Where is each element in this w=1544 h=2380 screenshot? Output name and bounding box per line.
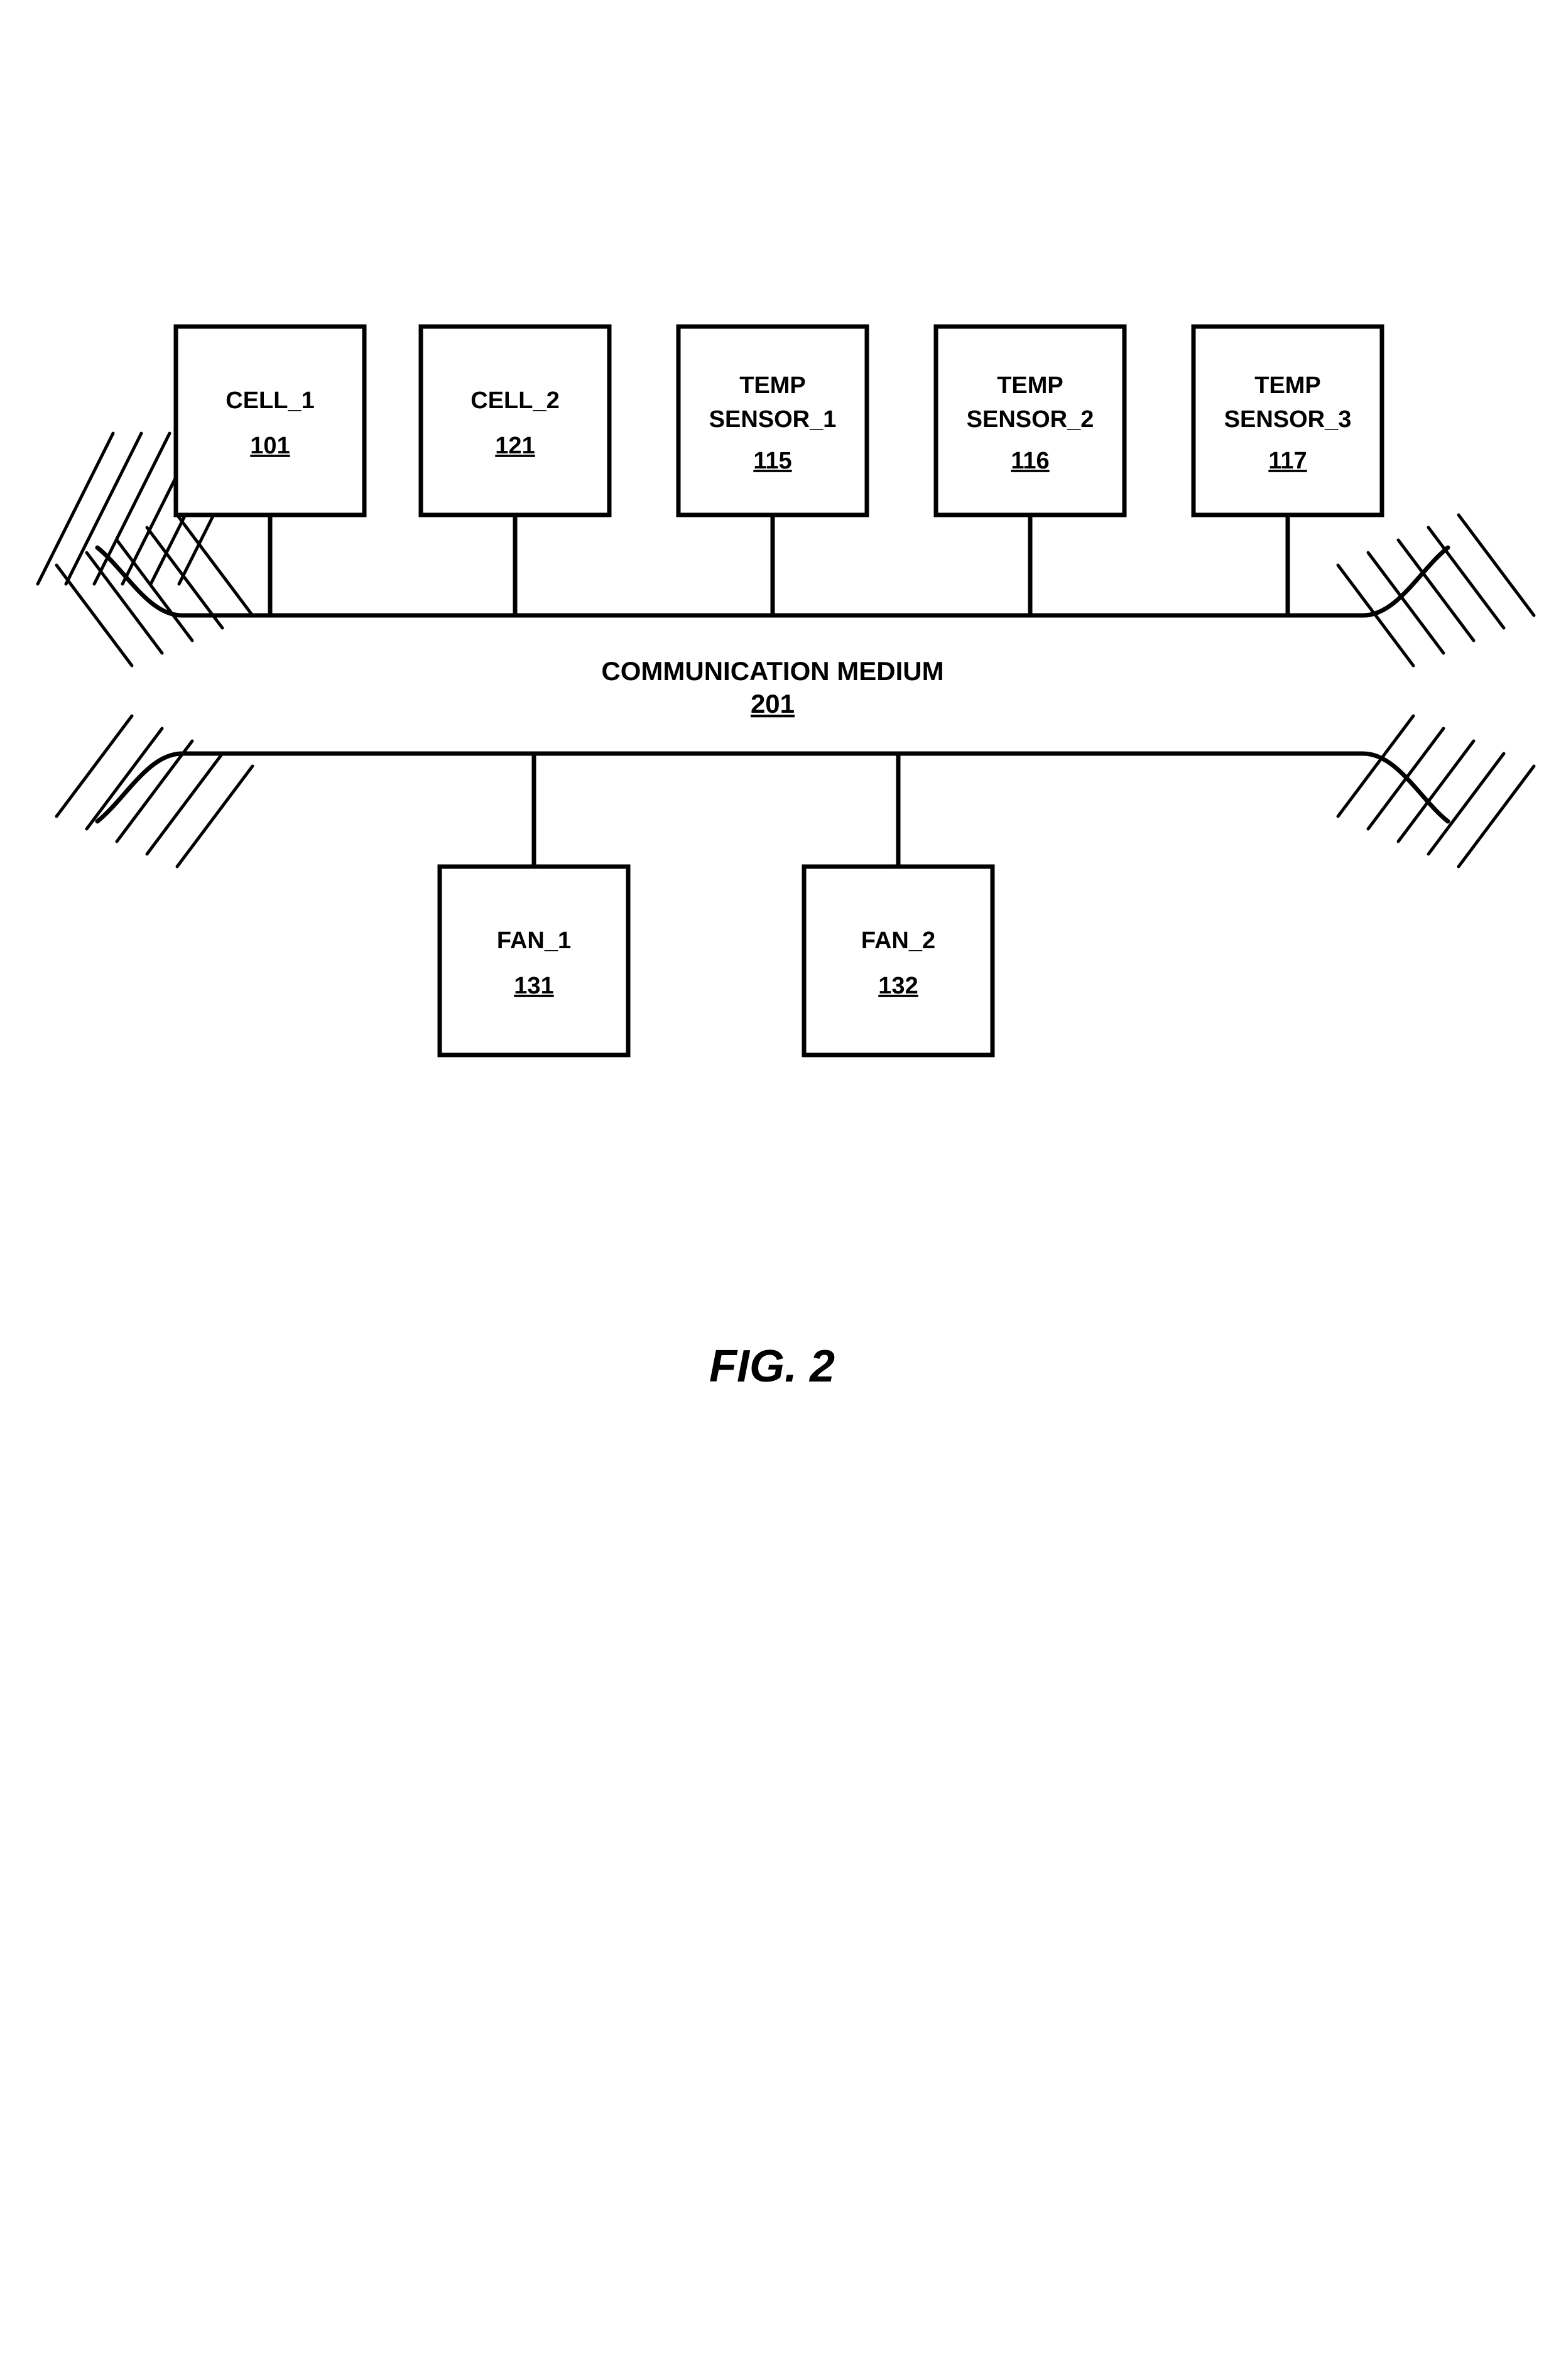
figure-svg: COMMUNICATION MEDIUM 201 CELL_1 101 CELL_2 12… [0,0,1544,2380]
bottom-box: FAN_1 131 [440,754,628,1055]
top-box-rect [421,327,609,515]
box-label-line1: CELL_1 [226,387,314,414]
top-box-rect [176,327,364,515]
box-label-line1: FAN_2 [861,928,935,954]
bus-hatch [1368,728,1443,829]
bus-hatch [177,766,253,867]
box-ref: 121 [495,433,535,459]
box-label-line2: SENSOR_3 [1224,406,1352,433]
bus-hatch [87,728,162,829]
bottom-box-rect [804,867,992,1055]
bus-hatch [1338,716,1413,816]
bus-hatch [1459,766,1534,867]
box-label-line1: TEMP [997,372,1063,399]
page: COMMUNICATION MEDIUM 201 CELL_1 101 CELL_2 12… [0,0,1544,2380]
bus-hatch [117,540,192,641]
box-ref: 132 [878,973,918,999]
box-ref: 101 [250,433,290,459]
box-label-line1: FAN_1 [497,928,571,954]
bus-title: COMMUNICATION MEDIUM [601,656,943,686]
box-ref: 117 [1268,448,1307,474]
bottom-box: FAN_2 132 [804,754,992,1055]
bus-hatch-left [66,433,141,584]
top-box: CELL_2 121 [421,327,609,615]
bus-hatch-left [38,433,113,584]
figure-label: FIG. 2 [709,1341,835,1392]
bus-ref: 201 [751,689,795,718]
top-box: TEMP SENSOR_1 115 [678,327,867,615]
bus-hatch [1368,553,1443,653]
top-box: TEMP SENSOR_2 116 [936,327,1124,615]
bus-hatch [1428,527,1504,628]
bus-hatch [1459,515,1534,615]
bus-hatch [147,754,222,854]
box-label-line1: CELL_2 [470,387,559,414]
bottom-box-rect [440,867,628,1055]
box-label-line2: SENSOR_2 [967,406,1094,433]
box-label-line2: SENSOR_1 [709,406,837,433]
box-ref: 131 [514,973,553,999]
top-box: CELL_1 101 [176,327,364,615]
bus-hatch [1398,741,1474,841]
box-label-line1: TEMP [1254,372,1321,399]
bus-hatch [1428,754,1504,854]
box-ref: 116 [1011,448,1049,474]
box-ref: 115 [753,448,791,474]
box-label-line1: TEMP [739,372,806,399]
top-box: TEMP SENSOR_3 117 [1193,327,1382,615]
bus-hatch [147,527,222,628]
bus-hatch [57,565,132,666]
